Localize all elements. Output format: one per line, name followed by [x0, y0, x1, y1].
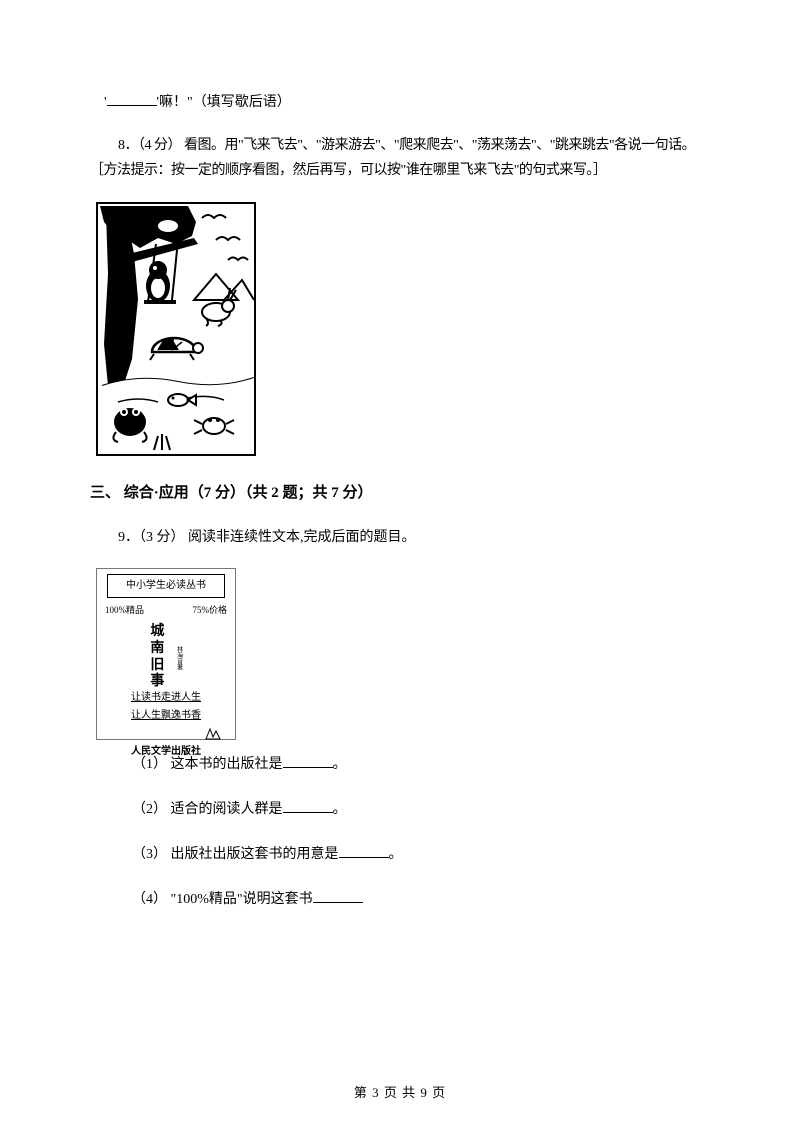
q9-s2-text: （2） 适合的阅读人群是: [132, 802, 283, 817]
book-title-c1: 城: [150, 624, 164, 641]
q9-s2-end: 。: [333, 802, 347, 817]
book-icon: [205, 727, 221, 741]
q9-s3-blank[interactable]: [339, 844, 389, 858]
book-publisher: 人民文学出版社: [101, 741, 231, 761]
q9-sub-3: （3） 出版社出版这套书的用意是 。: [90, 842, 710, 867]
q9-num: 9．: [118, 530, 139, 545]
book-title-c3: 旧: [150, 658, 164, 675]
q7-blank[interactable]: [107, 92, 157, 106]
q9-s2-blank[interactable]: [283, 799, 333, 813]
q9-sub-2: （2） 适合的阅读人群是 。: [90, 797, 710, 822]
q9-s1-blank[interactable]: [283, 754, 333, 768]
q8-num: 8．: [118, 138, 138, 153]
book-cover: 中小学生必读丛书 100%精品 75%价格 城 南 旧 事 林海音著 让读书走进…: [96, 568, 236, 740]
q9-s3-text: （3） 出版社出版这套书的用意是: [132, 847, 339, 862]
book-tags: 100%精品 75%价格: [101, 602, 231, 618]
q8-text: 8．（4 分） 看图。用"飞来飞去"、"游来游去"、"爬来爬去"、"荡来荡去"、…: [90, 133, 710, 183]
page-footer: 第 3 页 共 9 页: [0, 1081, 800, 1104]
book-title-c2: 南: [150, 641, 164, 658]
book-slogan-1: 让读书走进人生: [101, 691, 231, 705]
q8-points: （4 分）: [138, 138, 181, 153]
q9-body: 阅读非连续性文本,完成后面的题目。: [185, 530, 416, 545]
q9-s1-end: 。: [333, 757, 347, 772]
q9-book-cover-box: 中小学生必读丛书 100%精品 75%价格 城 南 旧 事 林海音著 让读书走进…: [96, 568, 238, 740]
book-series: 中小学生必读丛书: [107, 574, 225, 598]
book-author-col: 林海音著: [174, 646, 181, 670]
q9-sub-4: （4） "100%精品"说明这套书: [90, 887, 710, 912]
book-title: 城 南 旧 事 林海音著: [101, 624, 231, 691]
q9-s4-blank[interactable]: [313, 889, 363, 903]
book-icon-row: [101, 727, 231, 741]
book-title-c4: 事: [150, 674, 164, 691]
book-tag-left: 100%精品: [105, 602, 144, 618]
q9-s4-text: （4） "100%精品"说明这套书: [132, 892, 313, 907]
q9-s3-end: 。: [389, 847, 403, 862]
q8-illustration: [96, 202, 256, 456]
q8-illustration-svg: [98, 204, 256, 456]
q7-fragment: ''嘛！"（填写歇后语）: [90, 90, 710, 115]
book-tag-right: 75%价格: [193, 602, 228, 618]
q8-body: 看图。用"飞来飞去"、"游来游去"、"爬来爬去"、"荡来荡去"、"跳来跳去"各说…: [90, 138, 695, 178]
section-3-title: 三、 综合·应用（7 分）（共 2 题；共 7 分）: [90, 480, 710, 507]
book-slogan-2: 让人生飘逸书香: [101, 709, 231, 723]
q9-points: （3 分）: [139, 530, 185, 545]
q9-text: 9．（3 分） 阅读非连续性文本,完成后面的题目。: [90, 525, 710, 550]
q7-quote-close: '嘛！"（填写歇后语）: [157, 95, 291, 110]
